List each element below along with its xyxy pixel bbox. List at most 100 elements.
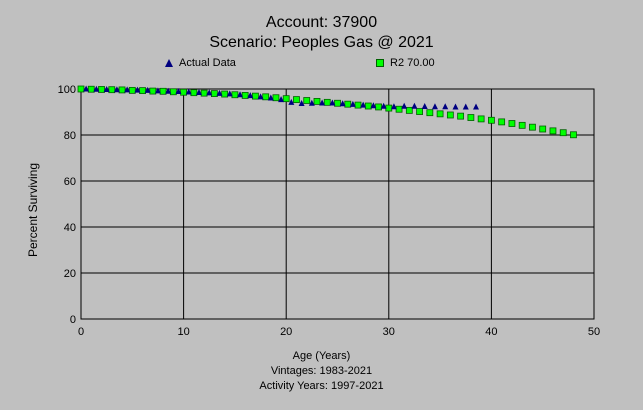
- square-marker-icon: [376, 59, 384, 67]
- r2-point: [282, 95, 290, 103]
- r2-point: [508, 120, 516, 127]
- plot-area: [81, 89, 594, 319]
- actual-point: [462, 103, 469, 110]
- r2-point: [457, 112, 465, 120]
- actual-point: [113, 86, 120, 93]
- r2-point: [539, 125, 547, 133]
- actual-point: [165, 87, 172, 94]
- actual-point: [195, 88, 202, 95]
- actual-point: [144, 86, 151, 93]
- actual-point: [103, 85, 110, 92]
- r2-point: [231, 91, 239, 99]
- r2-point: [446, 111, 454, 119]
- r2-point: [169, 88, 177, 96]
- x-tick-label: 20: [280, 326, 292, 338]
- r2-point: [426, 109, 434, 117]
- actual-point: [247, 92, 254, 99]
- y-tick-label: 80: [64, 130, 76, 142]
- r2-point: [477, 115, 485, 123]
- r2-point: [200, 89, 208, 97]
- actual-point: [319, 99, 326, 106]
- actual-point: [154, 87, 161, 94]
- r2-point: [416, 108, 423, 115]
- actual-point: [370, 102, 377, 109]
- r2-point: [487, 116, 495, 124]
- r2-point: [405, 106, 413, 114]
- r2-point: [375, 103, 382, 111]
- r2-point: [436, 110, 444, 118]
- x-tick-label: 10: [177, 326, 189, 338]
- actual-point: [349, 100, 356, 107]
- x-tick-label: 50: [588, 326, 600, 338]
- r2-point: [303, 97, 311, 104]
- plot-frame: [80, 88, 595, 320]
- r2-point: [159, 87, 167, 95]
- r2-point: [128, 86, 136, 94]
- chart-subtitle: Scenario: Peoples Gas @ 2021: [209, 34, 434, 51]
- r2-point: [518, 121, 526, 129]
- actual-point: [401, 102, 408, 109]
- r2-point: [323, 98, 331, 106]
- r2-point: [108, 86, 116, 94]
- r2-point: [570, 131, 577, 139]
- actual-point: [360, 101, 367, 108]
- r2-point: [364, 102, 372, 110]
- actual-point: [237, 91, 244, 98]
- r2-point: [77, 85, 85, 93]
- actual-point: [431, 103, 438, 110]
- r2-point: [559, 129, 567, 137]
- actual-point: [83, 85, 90, 92]
- r2-point: [118, 86, 126, 94]
- actual-point: [329, 99, 336, 106]
- actual-point: [93, 85, 100, 92]
- actual-point: [175, 88, 182, 95]
- activity-years-label: Activity Years: 1997-2021: [259, 380, 384, 392]
- actual-point: [257, 93, 264, 100]
- actual-point: [226, 90, 233, 97]
- actual-point: [288, 98, 295, 105]
- r2-point: [210, 90, 218, 97]
- actual-point: [442, 103, 449, 110]
- legend-label-r2: R2 70.00: [390, 57, 435, 69]
- r2-point: [354, 101, 362, 109]
- actual-point: [206, 89, 213, 96]
- legend-item-actual: Actual Data: [165, 57, 236, 69]
- x-tick-label: 30: [383, 326, 395, 338]
- actual-point: [411, 102, 418, 109]
- r2-point: [395, 105, 403, 113]
- actual-point: [267, 94, 274, 101]
- r2-point: [221, 90, 229, 98]
- y-tick-label: 60: [64, 176, 76, 188]
- actual-point: [278, 96, 285, 103]
- r2-point: [139, 87, 146, 95]
- actual-point: [216, 89, 223, 96]
- actual-point: [134, 86, 141, 93]
- r2-point: [313, 98, 321, 105]
- r2-point: [262, 93, 270, 101]
- actual-point: [473, 103, 480, 110]
- r2-point: [467, 114, 475, 121]
- actual-point: [298, 99, 305, 106]
- r2-point: [293, 96, 300, 103]
- actual-point: [390, 103, 397, 110]
- r2-point: [252, 92, 259, 100]
- legend: Actual Data R2 70.00: [0, 57, 643, 73]
- actual-point: [124, 86, 131, 93]
- r2-point: [149, 87, 157, 95]
- triangle-marker-icon: [165, 59, 173, 67]
- r2-point: [87, 85, 95, 93]
- actual-point: [308, 99, 315, 106]
- r2-point: [549, 127, 557, 135]
- r2-point: [498, 118, 506, 126]
- r2-point: [385, 104, 393, 112]
- actual-point: [185, 88, 192, 95]
- r2-point: [241, 92, 249, 99]
- actual-point: [452, 103, 459, 110]
- actual-point: [339, 100, 346, 107]
- x-tick-label: 40: [485, 326, 497, 338]
- actual-point: [421, 102, 428, 109]
- r2-point: [334, 99, 341, 107]
- vintages-label: Vintages: 1983-2021: [270, 365, 373, 377]
- y-tick-label: 100: [58, 84, 76, 96]
